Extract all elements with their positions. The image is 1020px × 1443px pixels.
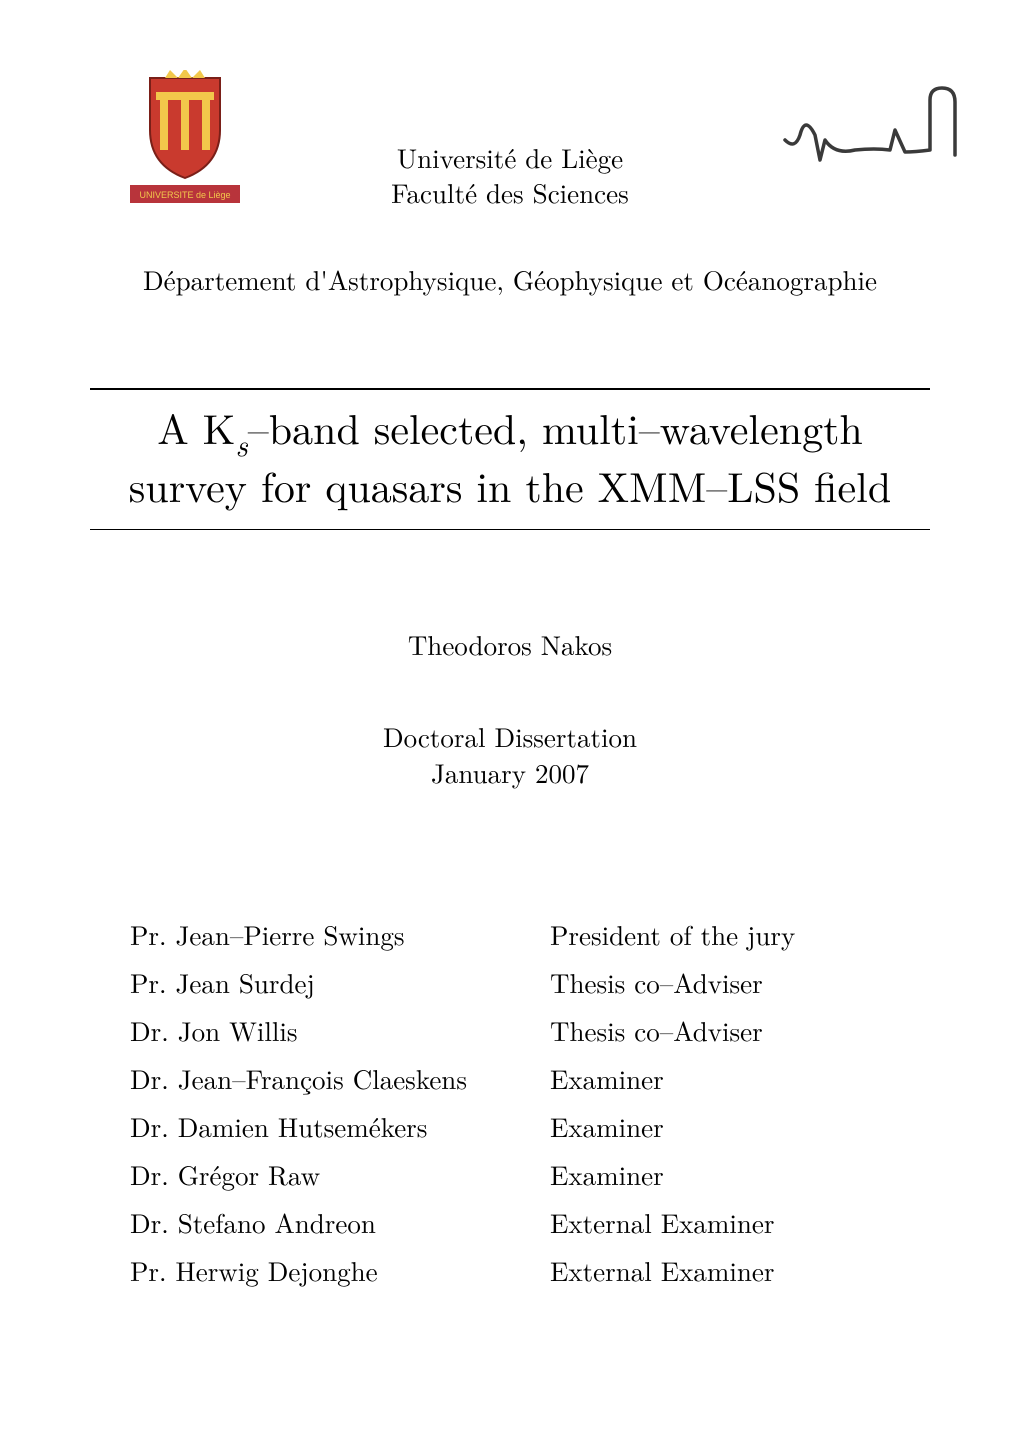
committee-row: Pr. Jean SurdejThesis co–Adviser (130, 969, 920, 996)
committee-member-role: External Examiner (550, 1257, 920, 1284)
committee-row: Dr. Stefano AndreonExternal Examiner (130, 1209, 920, 1236)
institution-line2: Faculté des Sciences (90, 175, 930, 210)
title-line1-suffix: –band selected, multi–wavelength (248, 398, 863, 457)
header: UNIVERSITE de Liège Université de Liège … (90, 70, 930, 230)
title-line2: survey for quasars in the XMM–LSS field (129, 456, 891, 515)
institution-line1: Université de Liège (90, 140, 930, 175)
institution-block: Université de Liège Faculté des Sciences (90, 140, 930, 210)
committee-member-name: Pr. Jean Surdej (130, 969, 550, 996)
committee-member-role: Thesis co–Adviser (550, 969, 920, 996)
committee-member-role: Examiner (550, 1161, 920, 1188)
committee-member-role: President of the jury (550, 921, 920, 948)
committee-member-name: Dr. Stefano Andreon (130, 1209, 550, 1236)
committee-row: Dr. Damien HutsemékersExaminer (130, 1113, 920, 1140)
document-type: Doctoral Dissertation January 2007 (90, 718, 930, 791)
title-prefix: A K (157, 398, 235, 457)
doc-type-line2: January 2007 (90, 754, 930, 790)
committee-row: Dr. Jon WillisThesis co–Adviser (130, 1017, 920, 1044)
doc-type-line1: Doctoral Dissertation (90, 718, 930, 754)
committee-member-name: Dr. Damien Hutsemékers (130, 1113, 550, 1140)
committee-member-name: Dr. Grégor Raw (130, 1161, 550, 1188)
title-block: A Ks–band selected, multi–wavelength sur… (90, 388, 930, 530)
committee-member-role: External Examiner (550, 1209, 920, 1236)
committee-member-name: Pr. Herwig Dejonghe (130, 1257, 550, 1284)
author-name: Theodoros Nakos (90, 625, 930, 663)
committee-member-name: Dr. Jon Willis (130, 1017, 550, 1044)
committee-member-name: Pr. Jean–Pierre Swings (130, 921, 550, 948)
title-rule-bottom (90, 529, 930, 530)
page: UNIVERSITE de Liège Université de Liège … (0, 0, 1020, 1443)
committee-member-role: Examiner (550, 1065, 920, 1092)
committee-row: Dr. Grégor RawExaminer (130, 1161, 920, 1188)
thesis-title: A Ks–band selected, multi–wavelength sur… (90, 390, 930, 529)
committee-row: Pr. Herwig DejongheExternal Examiner (130, 1257, 920, 1284)
committee-member-role: Examiner (550, 1113, 920, 1140)
committee-row: Dr. Jean–François ClaeskensExaminer (130, 1065, 920, 1092)
committee-row: Pr. Jean–Pierre SwingsPresident of the j… (130, 921, 920, 948)
committee-list: Pr. Jean–Pierre SwingsPresident of the j… (130, 921, 920, 1284)
department-line: Département d'Astrophysique, Géophysique… (90, 260, 930, 298)
committee-member-role: Thesis co–Adviser (550, 1017, 920, 1044)
title-subscript: s (235, 422, 247, 465)
committee-member-name: Dr. Jean–François Claeskens (130, 1065, 550, 1092)
